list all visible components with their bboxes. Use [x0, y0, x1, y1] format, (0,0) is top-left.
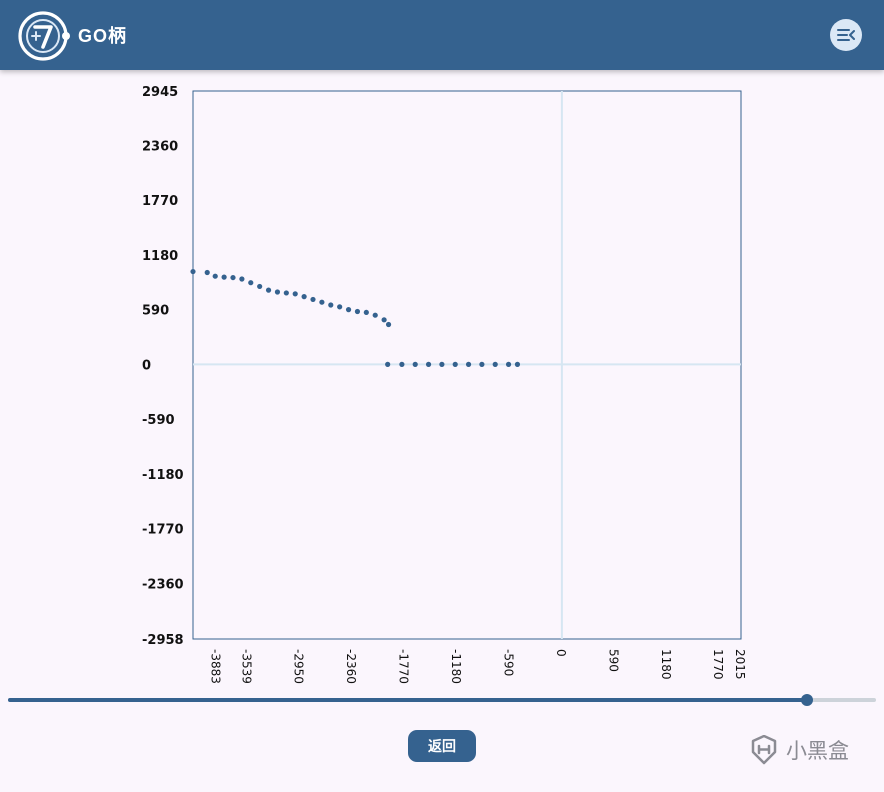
g7-logo[interactable] — [18, 10, 70, 62]
data-point-s2 — [505, 361, 512, 367]
y-tick-label: 1770 — [142, 194, 178, 209]
menu-button[interactable] — [830, 19, 862, 51]
app-header: GO柄 — [0, 0, 884, 70]
data-point-s1 — [190, 268, 196, 275]
x-tick-label: -590 — [501, 649, 515, 676]
y-tick-label: -2958 — [142, 633, 184, 648]
scatter-chart: 2945 2360 1770 1180 590 0 -590 -1180 -1770 -2360 -… — [142, 85, 747, 684]
data-point-s1 — [385, 321, 392, 328]
y-tick-label: 2945 — [142, 85, 178, 100]
data-point-s1 — [239, 276, 245, 282]
data-point-s1 — [221, 274, 227, 280]
data-point-s2 — [385, 361, 391, 367]
x-tick-label: -1180 — [449, 649, 463, 684]
data-point-s1 — [248, 280, 254, 286]
x-tick-label: 590 — [606, 649, 620, 672]
data-point-s1 — [301, 294, 307, 300]
data-point-s1 — [319, 299, 325, 305]
x-tick-label: -3539 — [239, 649, 253, 684]
brand-name: GO柄 — [78, 26, 128, 46]
data-point-s1 — [292, 291, 298, 297]
data-point-s2 — [412, 361, 418, 367]
y-tick-label: -1770 — [142, 523, 184, 538]
data-point-s1 — [328, 302, 334, 308]
watermark: 小黑盒 — [748, 735, 849, 765]
y-tick-label: 1180 — [142, 249, 178, 264]
y-tick-label: 590 — [142, 304, 169, 319]
data-point-s2 — [425, 361, 432, 367]
back-button[interactable]: 返回 — [408, 730, 476, 762]
watermark-text: 小黑盒 — [786, 739, 849, 763]
data-point-s1 — [345, 307, 352, 313]
y-tick-label: 0 — [142, 358, 151, 373]
slider-thumb[interactable] — [800, 694, 813, 706]
time-slider[interactable] — [6, 690, 878, 710]
data-point-s1 — [354, 308, 361, 315]
x-tick-label: -2360 — [344, 649, 358, 684]
data-point-s1 — [212, 273, 218, 279]
menu-collapse-icon — [837, 29, 855, 41]
y-tick-label: -2360 — [142, 577, 184, 592]
slider-fill — [8, 698, 807, 702]
x-tick-label: 2015 — [733, 649, 747, 680]
data-point-s2 — [399, 361, 405, 367]
data-point-s1 — [283, 290, 289, 296]
x-tick-label: 1770 — [711, 649, 725, 680]
data-point-s2 — [514, 361, 521, 367]
data-point-s2 — [465, 361, 472, 367]
data-point-s1 — [337, 304, 343, 310]
heybox-logo — [751, 735, 777, 765]
x-tick-label: 1180 — [659, 649, 673, 680]
data-point-s1 — [274, 289, 281, 295]
data-point-s1 — [265, 287, 272, 293]
data-point-s1 — [310, 296, 316, 303]
data-point-s1 — [363, 309, 369, 316]
y-tick-label: 2360 — [142, 139, 178, 154]
data-point-s1 — [204, 269, 210, 276]
y-tick-label: -590 — [142, 413, 175, 428]
data-point-s2 — [439, 361, 445, 367]
chart-area: 2945 2360 1770 1180 590 0 -590 -1180 -1770 -2360 -… — [0, 70, 884, 690]
x-tick-label: -1770 — [397, 649, 411, 684]
data-point-s1 — [230, 274, 236, 281]
data-point-s1 — [381, 317, 387, 323]
data-point-s2 — [479, 361, 485, 367]
y-tick-label: -1180 — [142, 468, 184, 483]
data-point-s1 — [372, 312, 378, 318]
data-point-s2 — [492, 361, 498, 367]
x-tick-label: -3883 — [209, 649, 223, 684]
x-tick-label: -2950 — [292, 649, 306, 684]
data-point-s2 — [452, 361, 458, 367]
data-point-s1 — [257, 283, 263, 290]
x-tick-label: 0 — [554, 649, 568, 657]
